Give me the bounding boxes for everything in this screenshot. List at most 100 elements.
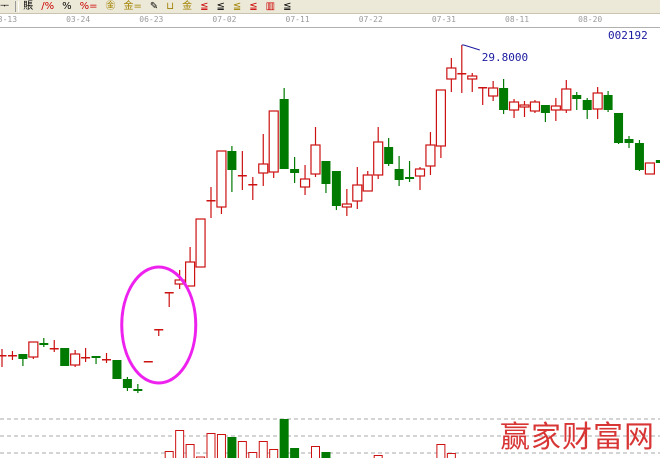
- candle-body: [0, 355, 7, 357]
- candle: [102, 353, 111, 363]
- candle: [18, 354, 28, 366]
- lines2-icon[interactable]: ≦: [283, 1, 292, 12]
- toolbar-partial-icon: ᅮ: [0, 1, 10, 12]
- volume-bar: [269, 449, 279, 458]
- candle-body: [133, 389, 143, 391]
- candle: [331, 171, 341, 210]
- candle-body: [248, 184, 258, 186]
- candle: [81, 348, 91, 362]
- candle-body: [102, 359, 111, 361]
- candle-body: [70, 353, 81, 366]
- candle-body: [540, 105, 550, 113]
- candle: [435, 89, 446, 158]
- x-tick-label: 07-22: [358, 15, 383, 24]
- high-annotation-label: 29.8000: [482, 51, 528, 64]
- stock-code: 002192: [608, 29, 648, 42]
- candle: [112, 360, 122, 379]
- volume-bar: [311, 446, 320, 458]
- candle: [122, 377, 132, 391]
- candle: [164, 292, 174, 307]
- candle: [133, 384, 143, 393]
- volume-bar: [248, 452, 258, 458]
- candle: [550, 98, 561, 121]
- candle: [457, 45, 467, 93]
- candle: [362, 171, 373, 192]
- candle: [540, 105, 550, 122]
- candle-body: [373, 141, 384, 176]
- candle: [60, 348, 70, 366]
- candle: [405, 161, 415, 182]
- candle-body: [81, 357, 91, 359]
- candle: [216, 150, 227, 214]
- pen-icon[interactable]: ✎: [149, 1, 159, 12]
- candle-body: [592, 92, 603, 110]
- candle: [634, 140, 644, 171]
- volume-bar: [185, 444, 195, 458]
- gold-circle-icon[interactable]: ㊎: [105, 1, 116, 12]
- candle: [519, 101, 530, 117]
- candle: [488, 81, 499, 101]
- candle: [341, 189, 352, 216]
- candle: [7, 351, 17, 360]
- candle-body: [310, 144, 321, 175]
- percent-slash-icon[interactable]: /%: [41, 1, 55, 12]
- percent-equal-icon[interactable]: %=: [79, 1, 98, 12]
- candle-body: [634, 143, 644, 170]
- candle: [290, 157, 300, 183]
- highlight-ellipse: [120, 265, 198, 385]
- toolbar-separator: [15, 1, 20, 12]
- candle: [561, 80, 572, 113]
- candle-body: [258, 163, 269, 174]
- candle: [0, 349, 7, 367]
- candle: [321, 161, 331, 193]
- candle-body: [216, 150, 227, 208]
- volume-bar: [373, 455, 383, 458]
- lines-icon[interactable]: ≦: [216, 1, 225, 12]
- watermark-logo: 赢家财富网: [500, 420, 655, 455]
- candle-body: [28, 341, 39, 358]
- candle: [478, 87, 488, 105]
- candle-body: [49, 348, 59, 350]
- candle: [248, 177, 258, 200]
- toolbar: ᅮ 賬 /%% %= ㊎金= ✎ ⊔ 金 ≦ ≦ ≦ ≦ ▥ ≦: [0, 0, 660, 14]
- candle: [206, 187, 216, 218]
- candle-body: [279, 99, 289, 169]
- candle: [592, 87, 603, 119]
- x-tick-label: 06-23: [139, 15, 164, 24]
- candle: [195, 218, 206, 268]
- account-icon[interactable]: 賬: [23, 1, 34, 12]
- candle: [352, 167, 363, 209]
- candle: [237, 151, 247, 190]
- volume-bar: [227, 437, 237, 458]
- candle-body: [394, 169, 404, 180]
- candle: [614, 113, 624, 144]
- gold-equal-icon[interactable]: 金=: [123, 1, 142, 12]
- cup-icon[interactable]: ⊔: [166, 1, 175, 12]
- candle-body: [91, 356, 101, 358]
- date-axis: 03-13 03-24 06-23 07-02 07-11 07-22 07-31 08-11…: [0, 14, 660, 28]
- x-tick-label: 07-31: [431, 15, 456, 24]
- candle-body: [572, 95, 582, 99]
- candle: [91, 356, 101, 364]
- candle: [446, 58, 457, 92]
- candle-body: [624, 139, 634, 143]
- gold-icon[interactable]: 金: [182, 1, 193, 12]
- candle-body: [18, 354, 28, 359]
- lines-red2-icon[interactable]: ≦: [249, 1, 258, 12]
- volume-bar: [164, 451, 174, 458]
- candle: [49, 340, 59, 352]
- candle-body: [603, 95, 613, 110]
- candle: [384, 138, 394, 166]
- lines-red-icon[interactable]: ≦: [200, 1, 209, 12]
- candle: [227, 146, 237, 192]
- candle-body: [446, 67, 457, 80]
- candle-body: [644, 162, 656, 175]
- candle: [644, 162, 656, 175]
- lines-gold-icon[interactable]: ≦: [232, 1, 242, 12]
- candle: [310, 127, 321, 177]
- percent-icon[interactable]: %: [62, 1, 72, 12]
- x-tick-label: 08-11: [505, 15, 530, 24]
- candle-body: [467, 75, 478, 80]
- bar-red-icon[interactable]: ▥: [265, 1, 276, 12]
- candle: [143, 361, 153, 363]
